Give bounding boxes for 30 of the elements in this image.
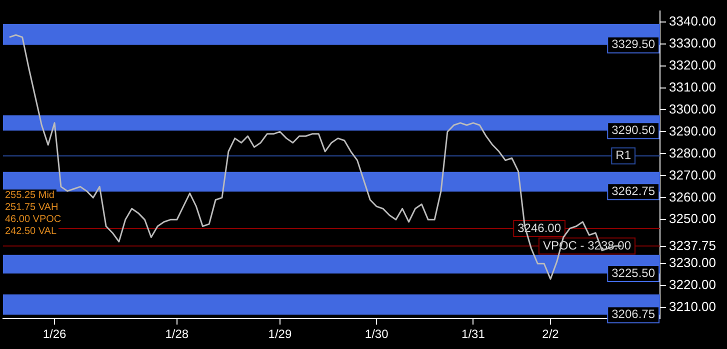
x-tick-label: 2/2 (542, 327, 560, 342)
annotation: 242.50 VAL (5, 226, 57, 238)
annotation: 251.75 VAH (5, 202, 58, 214)
y-tick-label: 3330.00 (669, 35, 716, 50)
y-tick-label: 3260.00 (669, 189, 716, 204)
annotation: 255.25 Mid (5, 190, 54, 202)
y-tick-label: 3230.00 (669, 255, 716, 270)
band-label: 3262.75 (612, 184, 656, 198)
y-tick-label: 3250.00 (669, 211, 716, 226)
y-tick-label: 3280.00 (669, 145, 716, 160)
x-tick-label: 1/28 (165, 327, 189, 342)
y-tick-label: 3210.00 (669, 299, 716, 314)
y-tick-label: 3320.00 (669, 57, 716, 72)
band-label: 3329.50 (612, 37, 656, 52)
ref-line-label: R1 (616, 148, 632, 162)
x-tick-label: 1/29 (268, 327, 292, 342)
y-tick-label: 3237.75 (669, 238, 716, 254)
band-label: 3206.75 (612, 307, 656, 322)
annotation: 46.00 VPOC (5, 214, 62, 226)
band-label: 3290.50 (612, 122, 656, 137)
y-tick-label: 3290.00 (669, 123, 716, 138)
x-tick-label: 1/31 (462, 327, 486, 342)
x-tick-label: 1/26 (42, 327, 67, 342)
y-tick-label: 3340.00 (669, 13, 716, 28)
band-label: 3225.50 (612, 266, 656, 280)
x-tick-label: 1/30 (364, 327, 389, 342)
y-tick-label: 3270.00 (669, 167, 716, 182)
y-tick-label: 3310.00 (669, 79, 716, 94)
y-tick-label: 3300.00 (669, 101, 716, 116)
y-tick-label: 3220.00 (669, 277, 716, 292)
